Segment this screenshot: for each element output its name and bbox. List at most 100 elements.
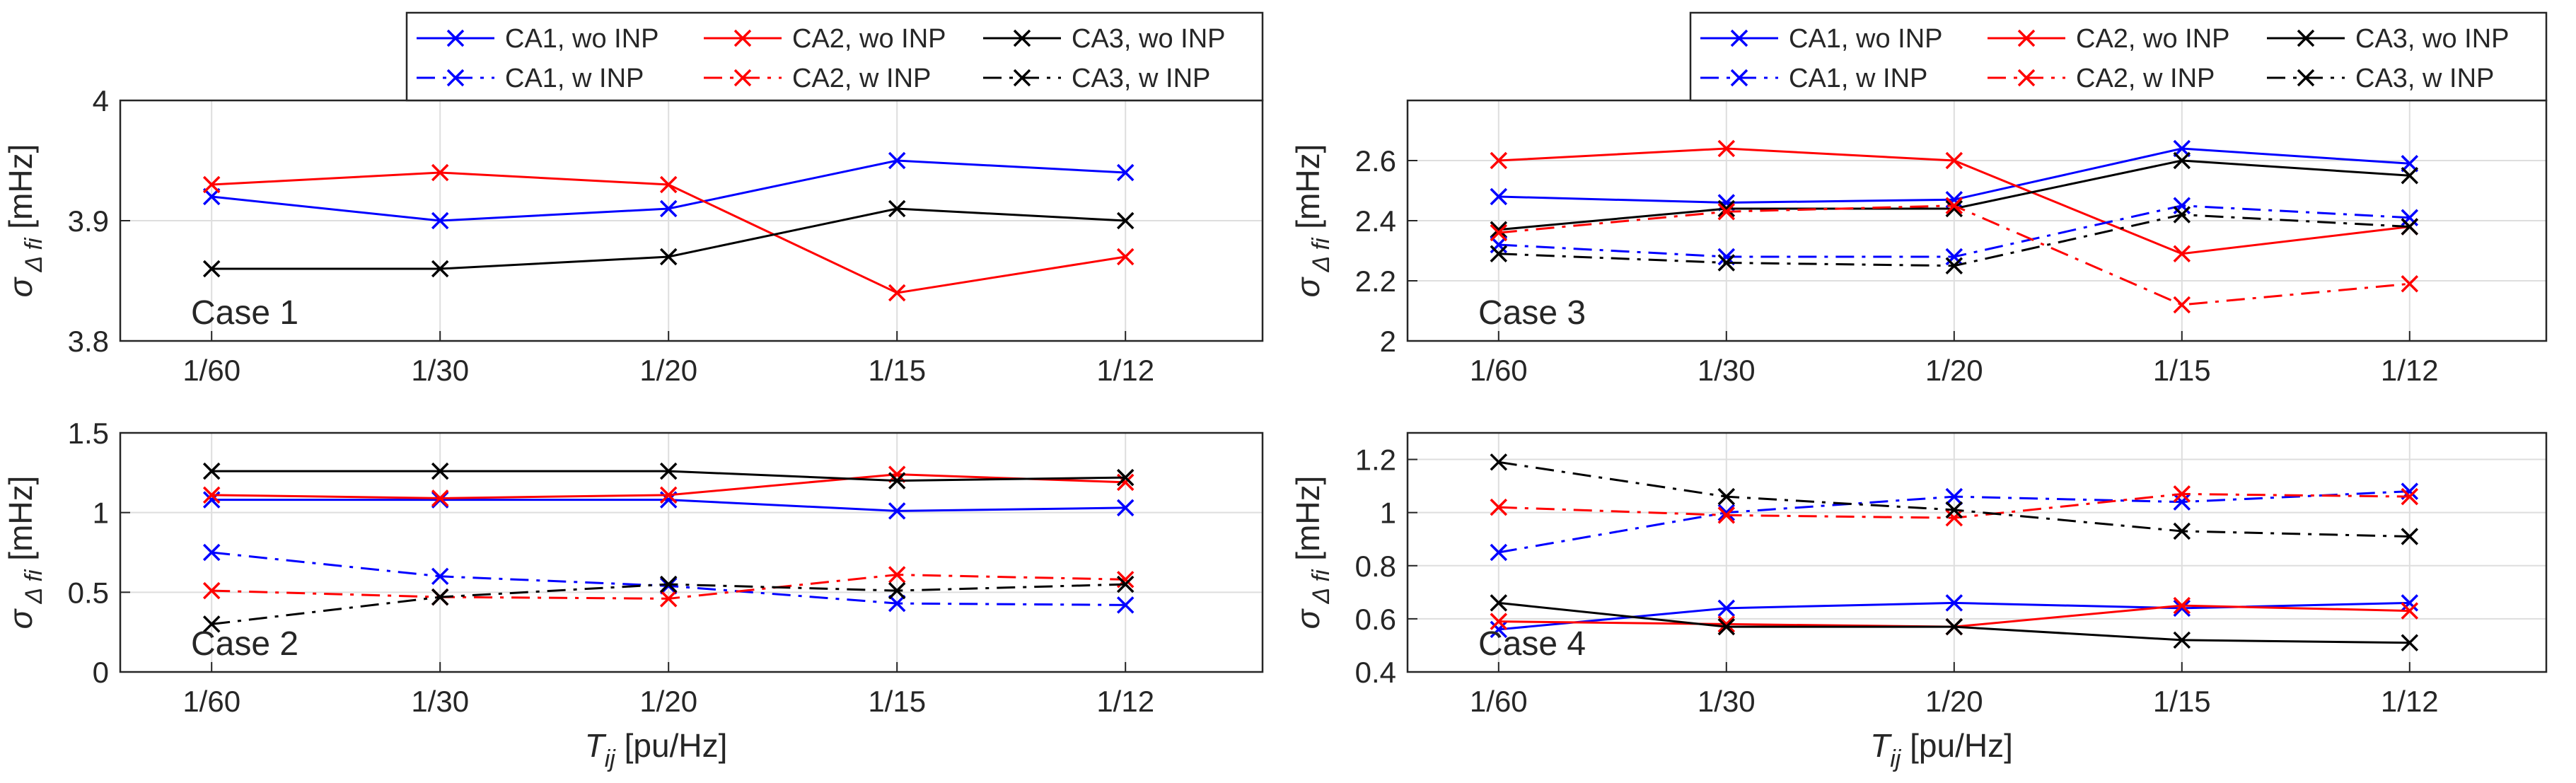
data-point-marker	[1945, 197, 1963, 214]
x-tick-label: 1/12	[2381, 354, 2439, 387]
data-point-marker	[2173, 245, 2191, 262]
data-point-marker	[2401, 167, 2419, 185]
data-point-marker	[2401, 528, 2419, 545]
legend-marker	[1013, 29, 1031, 47]
case-annotation: Case 4	[1478, 625, 1586, 663]
data-point-marker	[1945, 594, 1963, 612]
data-point-marker	[659, 199, 678, 218]
data-point-marker	[888, 594, 906, 613]
x-tick-label: 1/20	[639, 354, 697, 387]
y-tick-label: 2	[1380, 325, 1396, 358]
data-point-marker	[888, 151, 906, 170]
data-point-marker	[1717, 504, 1736, 521]
data-point-marker	[431, 489, 449, 507]
data-point-marker	[1717, 487, 1736, 506]
data-point-marker	[1717, 617, 1736, 636]
data-point-marker	[888, 472, 906, 489]
data-point-marker	[1490, 543, 1508, 562]
data-point-marker	[2173, 599, 2191, 617]
x-tick-label: 1/15	[2153, 685, 2211, 718]
data-point-marker	[1945, 199, 1963, 218]
axes-frame	[1406, 431, 2548, 673]
data-point-marker	[1490, 224, 1508, 242]
legend-marker	[2017, 29, 2036, 47]
case-annotation: Case 2	[191, 625, 298, 663]
data-point-marker	[1945, 509, 1963, 527]
data-point-marker	[1717, 615, 1736, 633]
x-tick-label: 1/15	[2153, 354, 2211, 387]
legend-label: CA2, w INP	[792, 64, 931, 93]
data-point-marker	[202, 581, 221, 600]
case-annotation: Case 3	[1478, 294, 1586, 332]
y-tick-label: 3.8	[68, 325, 109, 358]
legend-marker	[446, 29, 465, 47]
legend-label: CA1, w INP	[1789, 64, 1927, 93]
x-tick-label: 1/60	[1470, 685, 1528, 718]
legend-label: CA3, w INP	[2355, 64, 2494, 93]
data-point-marker	[431, 211, 449, 230]
data-point-marker	[202, 615, 221, 633]
data-point-marker	[2173, 296, 2191, 314]
data-point-marker	[2401, 634, 2419, 651]
legend: CA1, wo INP CA2, wo INP CA3, wo INP CA1, w …	[405, 11, 1264, 102]
data-point-marker	[1490, 498, 1508, 516]
data-point-marker	[1717, 254, 1736, 272]
data-point-marker	[2173, 596, 2191, 615]
data-point-marker	[659, 462, 678, 480]
x-tick-label: 1/30	[411, 685, 469, 718]
legend-label: CA3, wo INP	[1072, 24, 1226, 54]
data-point-marker	[888, 581, 906, 600]
data-point-marker	[431, 588, 449, 606]
data-point-marker	[1116, 248, 1135, 266]
data-point-marker	[1490, 620, 1508, 639]
legend-marker	[2297, 69, 2315, 87]
data-point-marker	[1717, 599, 1736, 617]
data-point-marker	[431, 462, 449, 480]
chart-panel: 1/60 1/30 1/20 1/15 1/12 2 2.2 2.4 2.6 Case 3 σ Δ …	[1289, 11, 2548, 387]
x-tick-label: 1/12	[1096, 685, 1154, 718]
legend: CA1, wo INP CA2, wo INP CA3, wo INP CA1, w …	[1689, 11, 2548, 102]
x-tick-label: 1/30	[1698, 685, 1756, 718]
x-tick-label: 1/20	[639, 685, 697, 718]
data-point-marker	[2173, 522, 2191, 540]
data-point-marker	[1116, 468, 1135, 487]
y-tick-label: 2.4	[1355, 204, 1396, 238]
data-point-marker	[2173, 485, 2191, 503]
data-point-marker	[202, 175, 221, 194]
x-axis-label: Tij [pu/Hz]	[1870, 727, 2013, 772]
data-point-marker	[1116, 499, 1135, 517]
data-point-marker	[1717, 203, 1736, 221]
y-axis-label: σ Δ fi [mHz]	[1289, 476, 1335, 630]
legend-marker	[446, 69, 465, 87]
data-point-marker	[2401, 487, 2419, 506]
data-point-marker	[2173, 493, 2191, 511]
x-tick-label: 1/60	[182, 354, 240, 387]
data-point-marker	[1490, 613, 1508, 630]
y-axis-label: σ Δ fi [mHz]	[2, 144, 47, 298]
legend-label: CA3, wo INP	[2355, 24, 2510, 54]
data-point-marker	[1490, 151, 1508, 170]
y-tick-label: 1	[1380, 497, 1396, 530]
legend-marker	[1730, 69, 1748, 87]
legend-marker	[2017, 69, 2036, 87]
data-point-marker	[1116, 163, 1135, 182]
data-point-marker	[1717, 139, 1736, 158]
data-point-marker	[202, 543, 221, 562]
x-tick-label: 1/15	[868, 354, 926, 387]
data-point-marker	[1490, 453, 1508, 471]
data-point-marker	[659, 590, 678, 608]
y-tick-label: 1.5	[68, 417, 109, 450]
legend-label: CA2, wo INP	[2076, 24, 2230, 54]
data-point-marker	[2401, 594, 2419, 612]
x-tick-label: 1/12	[1096, 354, 1154, 387]
data-point-marker	[431, 163, 449, 182]
data-point-marker	[2173, 206, 2191, 224]
legend-box	[405, 11, 1264, 102]
data-point-marker	[888, 284, 906, 302]
data-point-marker	[659, 248, 678, 266]
data-point-marker	[431, 567, 449, 586]
legend-label: CA1, w INP	[505, 64, 644, 93]
x-tick-label: 1/20	[1925, 685, 1983, 718]
data-point-marker	[1945, 487, 1963, 506]
